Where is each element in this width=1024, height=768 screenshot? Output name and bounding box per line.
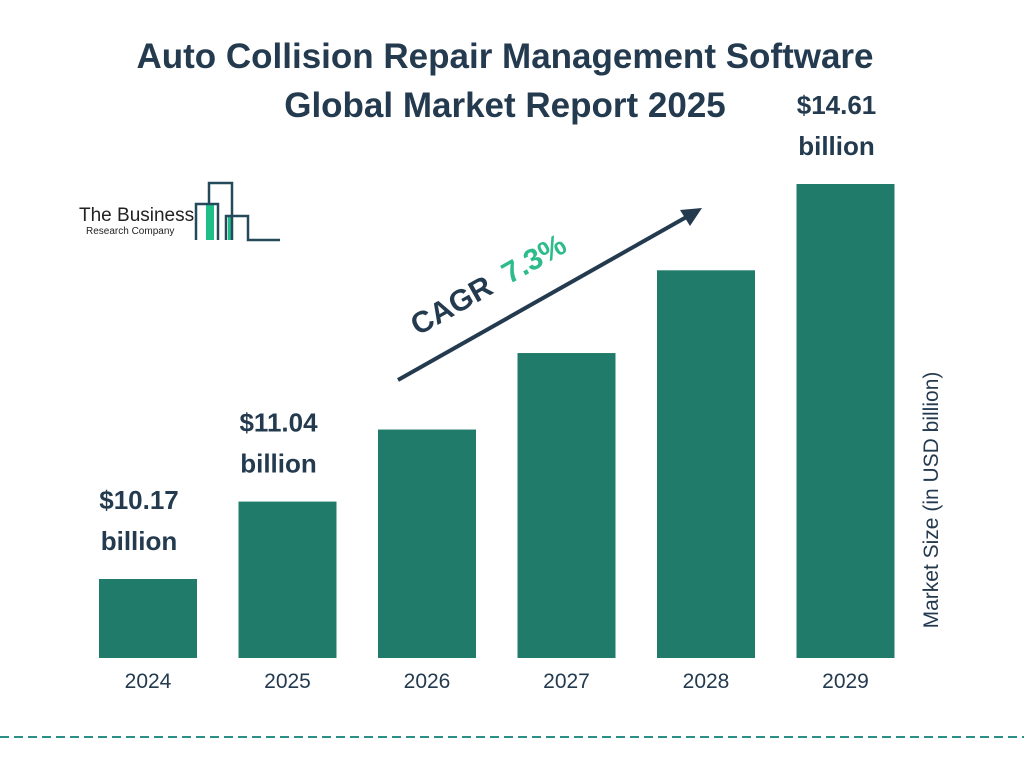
bar-2027: [517, 353, 616, 658]
x-tick-label: 2025: [264, 670, 311, 693]
bar-2026: [378, 429, 476, 658]
logo-text-line1: The Business: [79, 205, 195, 226]
data-label: billion: [240, 449, 317, 479]
x-tick-label: 2026: [404, 670, 451, 693]
data-label: billion: [798, 131, 875, 161]
cagr-annotation: CAGR 7.3%: [405, 228, 572, 342]
logo-text-line2: Research Company: [86, 226, 175, 237]
bar-2025: [238, 501, 337, 658]
data-label: $14.61: [797, 90, 877, 120]
title-line-2: Global Market Report 2025: [284, 86, 726, 125]
cagr-arrow: [397, 208, 702, 382]
y-axis-label: Market Size (in USD billion): [920, 371, 943, 629]
bar-2029: [796, 184, 895, 658]
chart-title: Auto Collision Repair Management Softwar…: [0, 32, 1010, 130]
x-tick-label: 2024: [125, 670, 172, 693]
bar-2028: [657, 270, 755, 658]
logo-mark-icon: [194, 181, 280, 242]
x-tick-label: 2028: [683, 670, 730, 693]
x-tick-label: 2027: [543, 670, 590, 693]
x-tick-label: 2029: [822, 670, 869, 693]
data-label: $10.17: [99, 485, 179, 515]
title-line-1: Auto Collision Repair Management Softwar…: [136, 37, 874, 76]
bar-2024: [99, 579, 197, 658]
data-label: billion: [101, 526, 178, 556]
cagr-value: 7.3%: [496, 228, 572, 290]
data-label: $11.04: [239, 408, 318, 438]
